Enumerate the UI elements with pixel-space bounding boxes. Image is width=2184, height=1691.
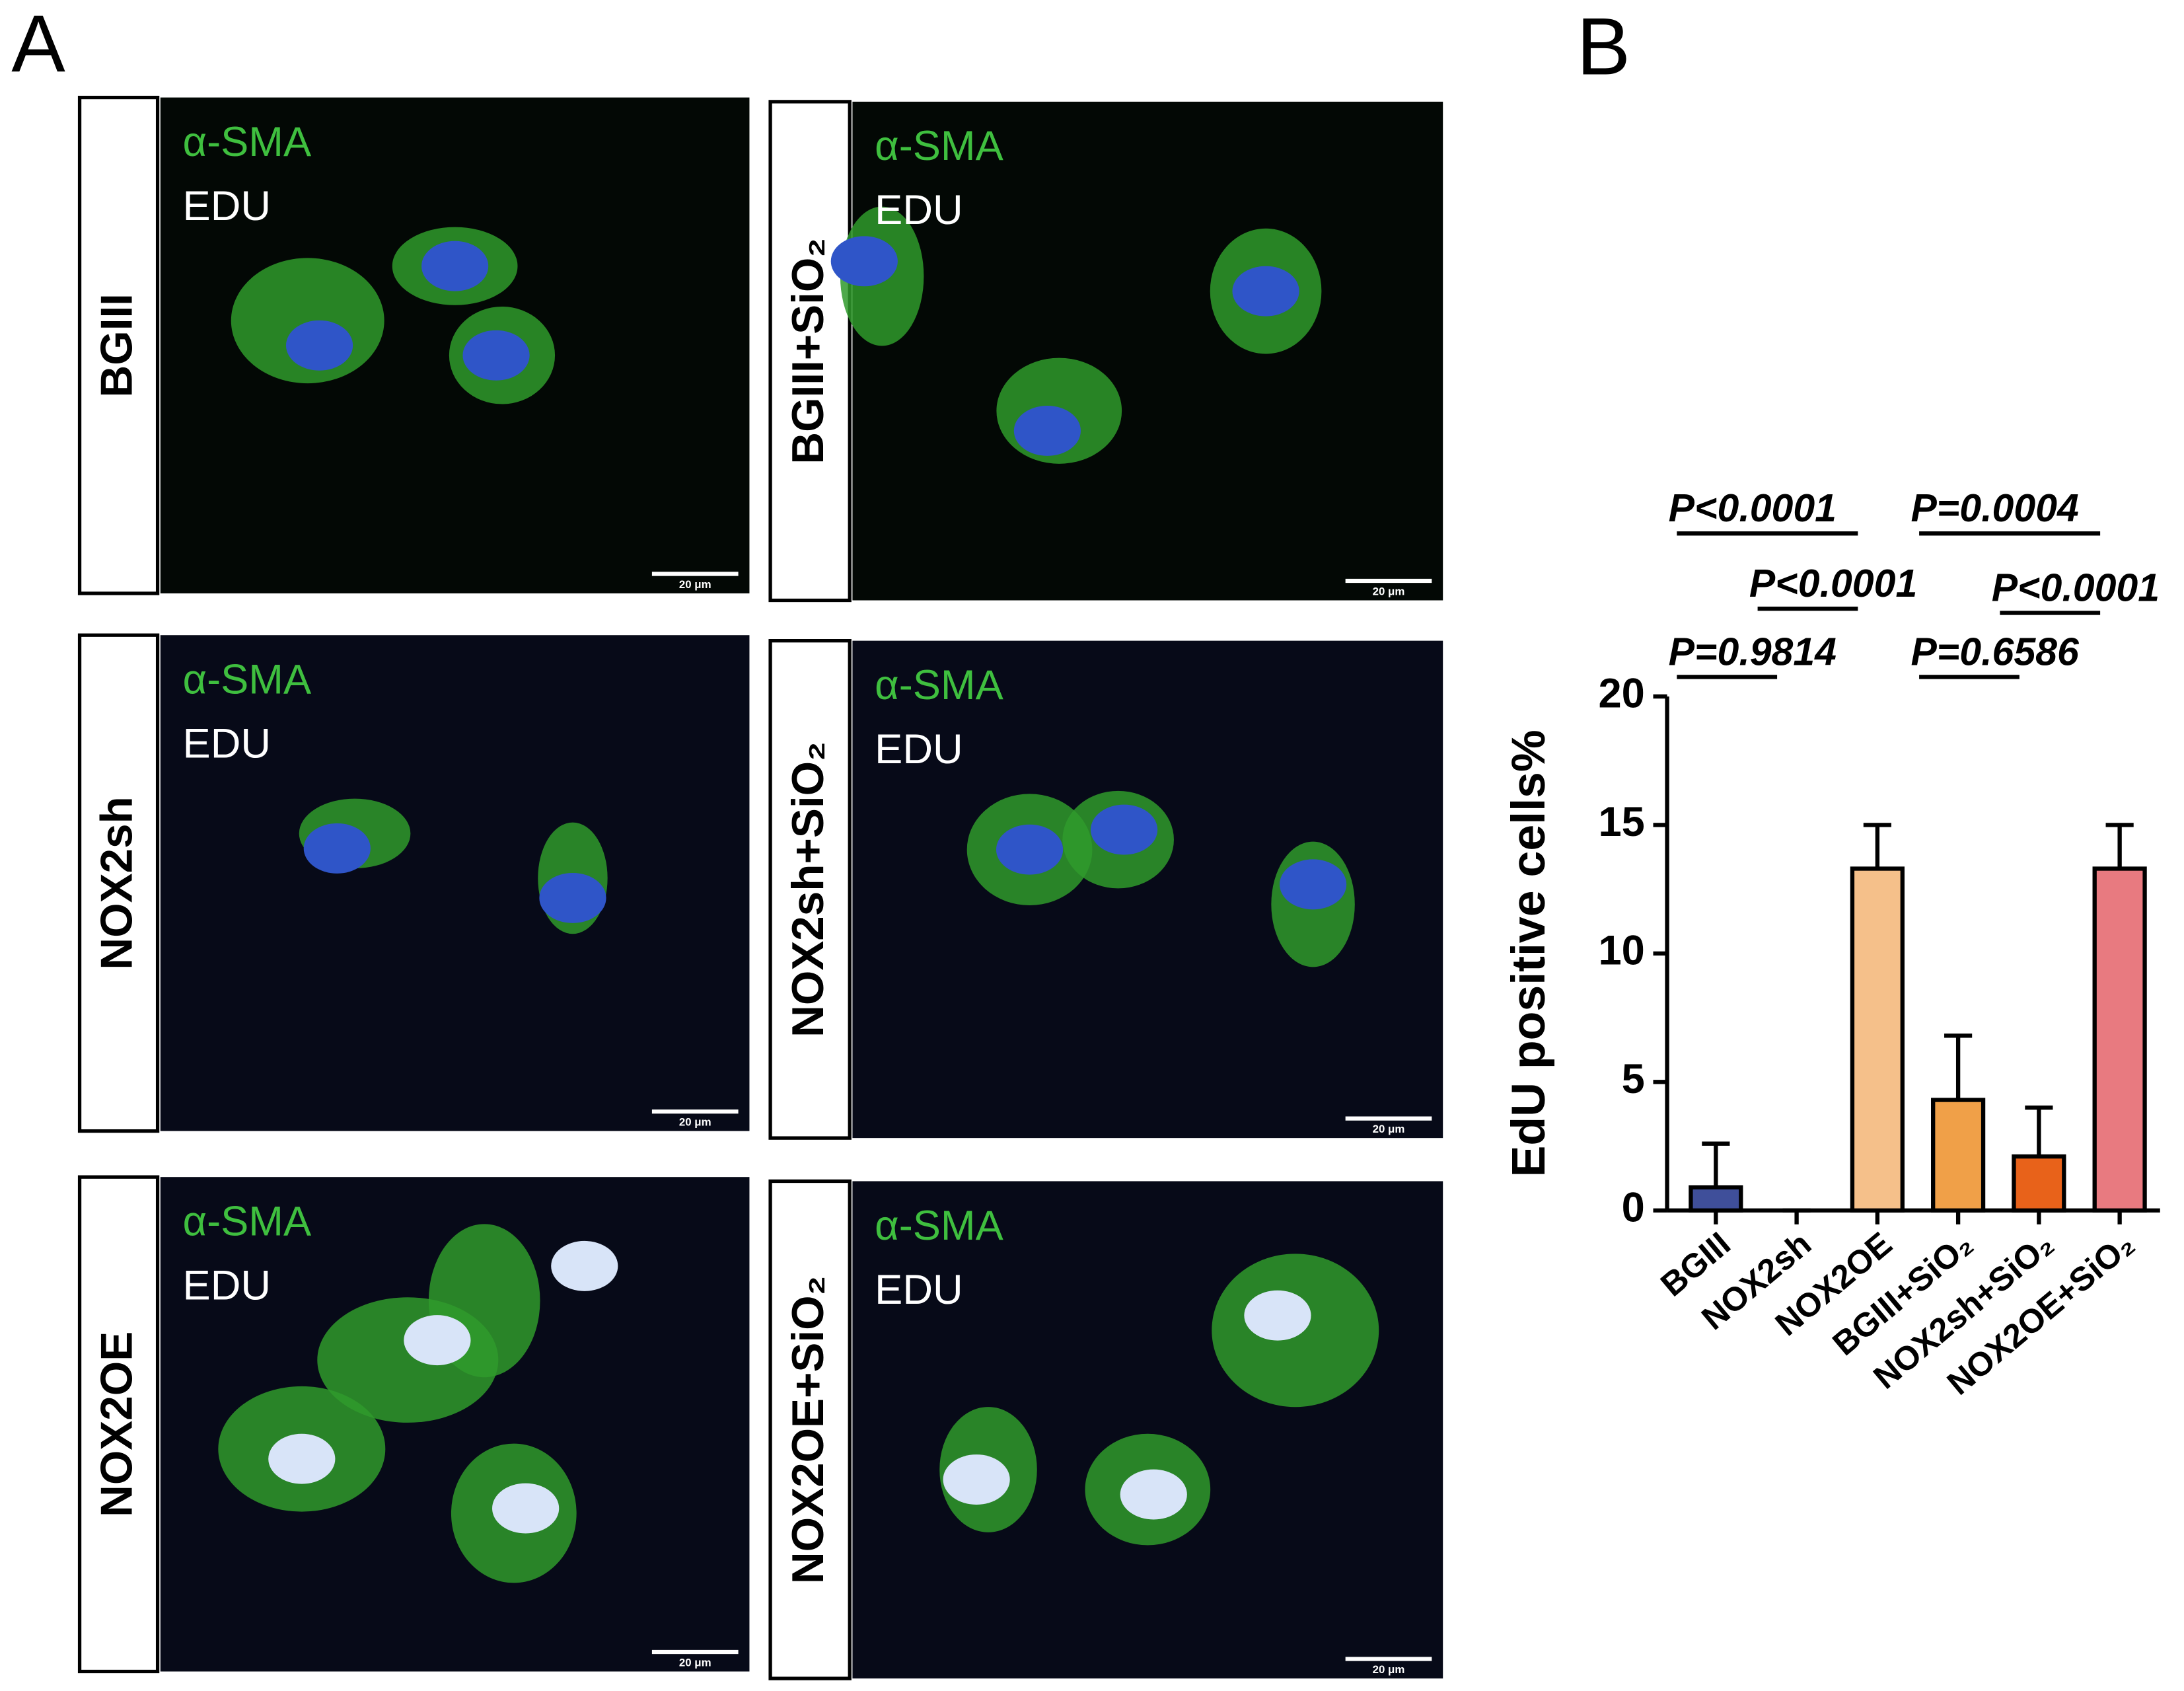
nucleus <box>551 1240 618 1291</box>
scale-label: 20 μm <box>1373 1123 1405 1135</box>
bar <box>2092 866 2147 1213</box>
scale-label: 20 μm <box>1373 585 1405 597</box>
scale-label: 20 μm <box>1373 1663 1405 1676</box>
micrograph <box>852 640 1443 1139</box>
row-label: NOX2sh <box>92 796 141 969</box>
scale-label: 20 μm <box>679 1656 711 1669</box>
bar <box>2012 1154 2066 1213</box>
nucleus <box>303 823 371 874</box>
y-axis-title: EdU positive cells% <box>1502 730 1555 1177</box>
stain-label: α-SMA <box>183 119 312 165</box>
p-value: P=0.9814 <box>1669 630 1837 673</box>
micrograph <box>160 635 750 1131</box>
stain-label: α-SMA <box>183 657 312 703</box>
stain-label: α-SMA <box>875 662 1003 708</box>
micrograph <box>852 1181 1443 1679</box>
nucleus <box>1090 804 1158 855</box>
stain-label: EDU <box>875 187 963 233</box>
y-tick-label: 0 <box>1622 1184 1645 1230</box>
label-box <box>77 95 160 595</box>
bar <box>1850 866 1905 1213</box>
micrograph <box>852 101 1443 601</box>
label-box <box>768 639 852 1140</box>
stain-label: EDU <box>183 721 271 767</box>
label-box <box>768 100 852 603</box>
y-tick-label: 15 <box>1599 799 1645 845</box>
panel-label: A <box>11 0 65 89</box>
y-tick-label: 5 <box>1622 1056 1645 1102</box>
row-label: BGIII <box>92 293 141 397</box>
stain-label: EDU <box>183 1263 271 1309</box>
stain-label: EDU <box>875 726 963 772</box>
stain-label: α-SMA <box>183 1199 312 1245</box>
scale-label: 20 μm <box>679 1115 711 1128</box>
row-label: NOX2sh+SiO₂ <box>783 741 833 1037</box>
nucleus <box>404 1315 471 1366</box>
nucleus <box>492 1483 560 1534</box>
y-tick-label: 10 <box>1599 928 1645 974</box>
bar <box>1689 1185 1743 1213</box>
p-value: P=0.0004 <box>1911 486 2078 530</box>
nucleus <box>1279 859 1347 910</box>
y-tick-label: 20 <box>1599 671 1645 717</box>
label-box <box>77 1175 160 1674</box>
p-value: P<0.0001 <box>1992 566 2160 609</box>
scale-label: 20 μm <box>679 578 711 591</box>
nucleus <box>539 872 606 923</box>
nucleus <box>285 320 353 371</box>
nucleus <box>462 330 530 381</box>
row-label: NOX2OE <box>92 1332 141 1517</box>
nucleus <box>1232 266 1299 317</box>
p-value: P=0.6586 <box>1911 630 2080 673</box>
row-label: NOX2OE+SiO₂ <box>783 1275 833 1584</box>
nucleus <box>830 236 898 287</box>
nucleus <box>421 241 489 291</box>
nucleus <box>268 1433 336 1484</box>
stain-label: α-SMA <box>875 1203 1003 1249</box>
nucleus <box>1244 1290 1311 1341</box>
p-value: P<0.0001 <box>1749 562 1917 605</box>
nucleus <box>996 824 1064 875</box>
row-label: BGIII+SiO₂ <box>783 238 833 465</box>
stain-label: EDU <box>183 183 271 229</box>
label-box <box>768 1179 852 1680</box>
bar <box>1931 1098 1986 1213</box>
nucleus <box>1120 1469 1187 1520</box>
nucleus <box>1013 405 1081 456</box>
panel-label: B <box>1577 1 1631 91</box>
stain-label: α-SMA <box>875 123 1003 169</box>
label-box <box>77 633 160 1133</box>
p-value: P<0.0001 <box>1669 486 1837 530</box>
nucleus <box>943 1454 1010 1505</box>
stain-label: EDU <box>875 1267 963 1313</box>
